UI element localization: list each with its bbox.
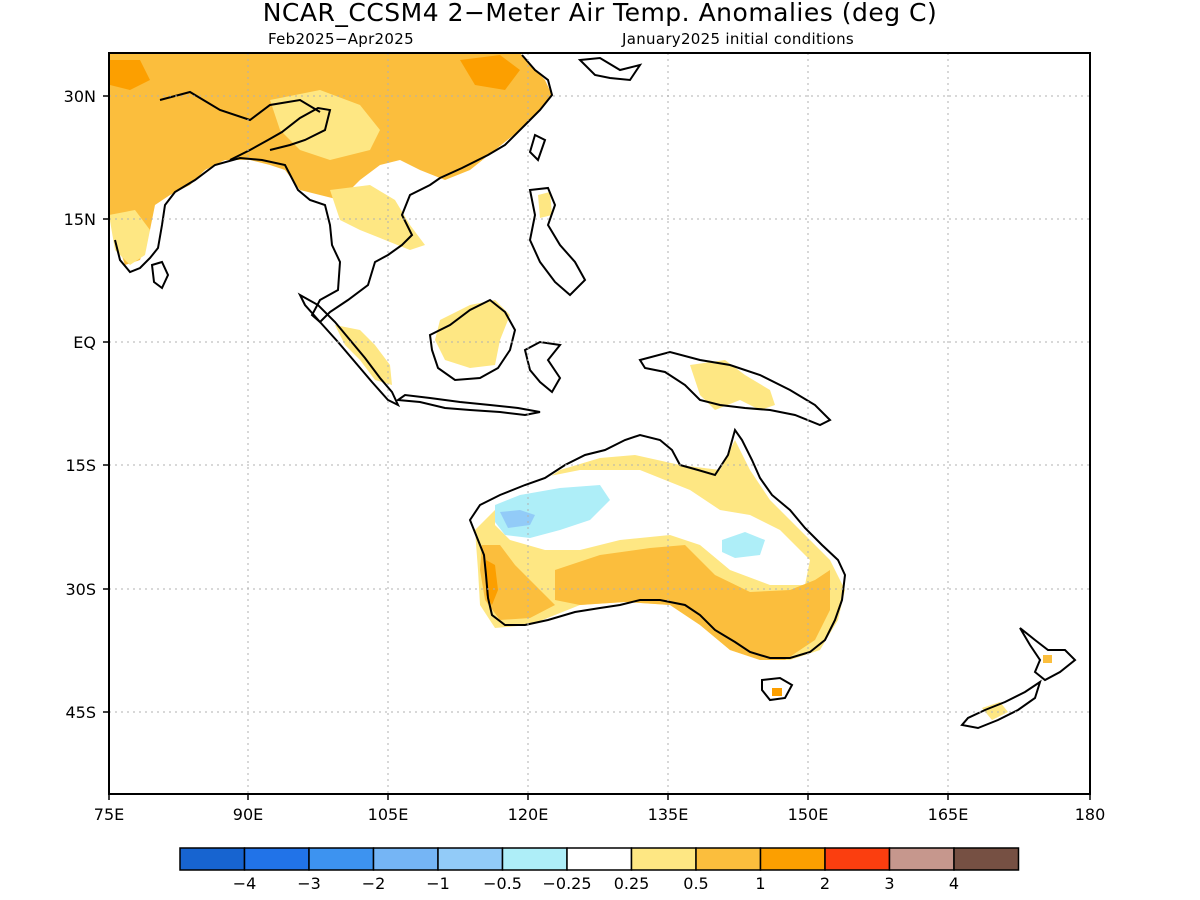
anomaly-borneo — [435, 300, 510, 368]
anomaly-new-zealand — [982, 702, 1008, 720]
colorbar-label: 2 — [820, 874, 830, 893]
lon-tick-label: 135E — [648, 805, 689, 824]
colorbar-label: −0.25 — [542, 874, 591, 893]
coast-japan — [577, 56, 643, 82]
colorbar-swatch — [695, 847, 762, 871]
coast-interior-china — [159, 90, 321, 122]
colorbar: −4 −3 −2 −1 −0.5 −0.25 0.25 0.5 1 2 3 4 — [179, 847, 1020, 893]
anomaly-indochina — [330, 185, 425, 250]
lon-tick-label: 120E — [508, 805, 549, 824]
colorbar-swatch — [953, 847, 1020, 871]
lon-tick-label: 180 — [1075, 805, 1106, 824]
coast-asia — [114, 54, 554, 324]
coast-himalaya — [229, 106, 332, 161]
lat-tick-label: 45S — [65, 703, 96, 722]
colorbar-swatch — [501, 847, 568, 871]
colorbar-swatch — [759, 847, 826, 871]
colorbar-label: 3 — [884, 874, 894, 893]
anomaly-asia-strong-1 — [460, 55, 520, 90]
anomaly-australia-cool-3 — [722, 532, 765, 558]
lon-tick-label: 165E — [928, 805, 969, 824]
coast-java — [395, 393, 541, 417]
coast-new-zealand-north — [1019, 627, 1077, 682]
lon-tick-label: 90E — [233, 805, 263, 824]
colorbar-swatch — [824, 847, 891, 871]
coast-sulawesi — [523, 340, 562, 394]
lon-tick-label: 75E — [94, 805, 124, 824]
lat-tick-labels: 30N 15N EQ 15S 30S 45S — [64, 87, 96, 722]
map-title: NCAR_CCSM4 2−Meter Air Temp. Anomalies (… — [262, 0, 938, 27]
colorbar-swatch — [372, 847, 439, 871]
colorbar-label: −3 — [297, 874, 321, 893]
colorbar-label: 0.25 — [614, 874, 650, 893]
lat-tick-label: EQ — [73, 333, 96, 352]
lat-tick-label: 30S — [65, 580, 96, 599]
forecast-period: Feb2025−Apr2025 — [268, 30, 414, 48]
lat-tick-label: 15N — [64, 210, 96, 229]
anomaly-asia-light-2 — [109, 210, 150, 265]
lon-tick-labels: 75E 90E 105E 120E 135E 150E 165E 180 — [94, 805, 1106, 824]
anomaly-tasmania — [772, 688, 782, 696]
lon-tick-label: 150E — [788, 805, 829, 824]
anomaly-new-zealand-north — [1043, 655, 1052, 663]
colorbar-swatch — [566, 847, 633, 871]
colorbar-label: 0.5 — [683, 874, 708, 893]
map-frame — [108, 52, 1091, 795]
anomaly-fields — [109, 53, 1052, 720]
coast-tasmania — [761, 676, 794, 702]
colorbar-label: 4 — [949, 874, 959, 893]
coast-new-zealand-south — [960, 679, 1042, 730]
coast-sri-lanka — [150, 260, 170, 290]
colorbar-label: −0.5 — [483, 874, 522, 893]
lat-tick-label: 15S — [65, 456, 96, 475]
colorbar-swatch — [630, 847, 697, 871]
anomaly-australia-warm-west — [480, 545, 555, 620]
lon-tick-label: 105E — [368, 805, 409, 824]
anomaly-asia-strong-2 — [110, 60, 150, 90]
colorbar-swatch — [308, 847, 375, 871]
anomaly-philippines — [538, 192, 552, 218]
anomaly-australia-warm — [555, 545, 830, 660]
coast-sumatra — [297, 292, 401, 408]
colorbar-swatch — [437, 847, 504, 871]
colorbar-label: −1 — [426, 874, 450, 893]
coast-australia — [468, 427, 847, 659]
gridlines — [109, 53, 1090, 794]
coast-philippines — [528, 186, 587, 297]
coastlines — [114, 54, 1077, 730]
anomaly-australia-cool-2 — [500, 510, 535, 528]
colorbar-swatch — [179, 847, 246, 871]
colorbar-swatch — [243, 847, 310, 871]
anomaly-new-guinea — [690, 360, 775, 410]
colorbar-label: −4 — [233, 874, 257, 893]
anomaly-australia-strong-west — [486, 560, 498, 605]
initial-conditions: January2025 initial conditions — [622, 30, 854, 48]
coast-taiwan — [528, 133, 547, 162]
coast-borneo — [428, 298, 517, 382]
tick-marks — [103, 95, 1091, 800]
lat-tick-label: 30N — [64, 87, 96, 106]
colorbar-label: −2 — [362, 874, 386, 893]
colorbar-swatch — [888, 847, 955, 871]
colorbar-label: 1 — [755, 874, 765, 893]
